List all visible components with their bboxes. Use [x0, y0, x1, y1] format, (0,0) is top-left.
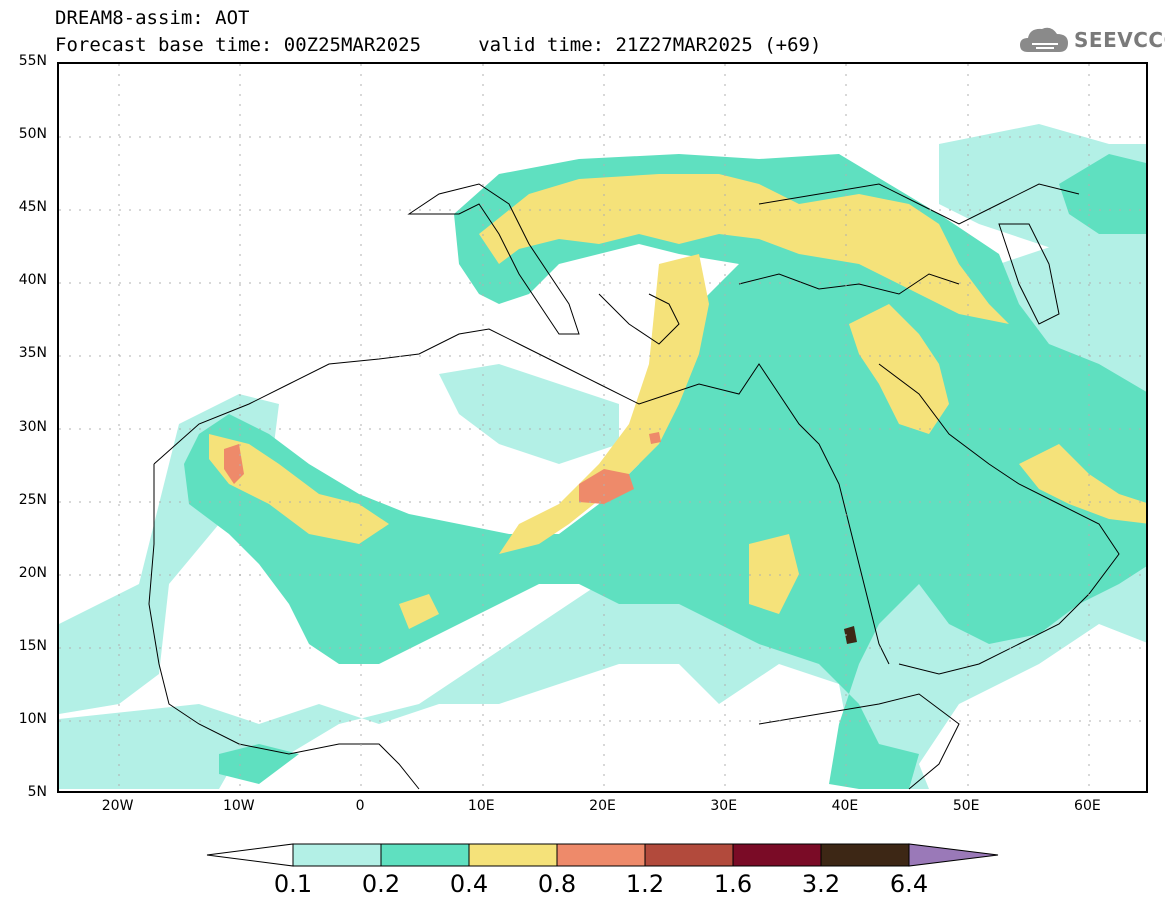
lat-label: 15N [18, 637, 47, 654]
lat-label: 40N [18, 272, 47, 289]
cloud-icon [1020, 27, 1068, 52]
colorbar-label: 0.8 [537, 870, 577, 898]
colorbar-segment [380, 843, 470, 867]
lat-label: 55N [18, 53, 47, 69]
lon-label: 20E [589, 798, 616, 814]
lon-label: 20W [101, 798, 134, 814]
lon-label: 10W [222, 798, 255, 814]
lon-label: 50E [952, 798, 980, 814]
graticule [59, 64, 1146, 791]
lon-label: 0 [355, 798, 365, 814]
lat-label: 50N [18, 126, 47, 143]
colorbar-label: 3.2 [801, 870, 841, 898]
colorbar-label: 1.2 [625, 870, 665, 898]
colorbar-segment [292, 843, 382, 867]
lon-label: 40E [831, 798, 859, 814]
title-line-1: DREAM8-assim: AOT [55, 7, 250, 29]
lat-label: 35N [18, 345, 47, 362]
colorbar-over-arrow [908, 843, 999, 867]
colorbar-label: 0.1 [273, 870, 313, 898]
lat-label: 30N [18, 418, 47, 435]
lon-label: 30E [710, 798, 738, 814]
logo-text: SEEVCCC [1074, 28, 1165, 52]
colorbar-segment [732, 843, 822, 867]
colorbar-segment [644, 843, 734, 867]
colorbar-segment [468, 843, 558, 867]
lat-label: 20N [18, 564, 47, 581]
coastlines [148, 183, 1120, 790]
aot-map [57, 62, 1148, 793]
seevccc-logo: SEEVCCC [1018, 22, 1165, 58]
lat-label: 10N [18, 710, 47, 727]
lon-label: 60E [1074, 798, 1101, 814]
aot-map-canvas [59, 64, 1146, 791]
aot-band-0.2 [184, 154, 1146, 789]
lat-label: 25N [18, 491, 47, 508]
lon-label: 10E [467, 798, 495, 814]
colorbar-label: 6.4 [889, 870, 929, 898]
colorbar-segment [556, 843, 646, 867]
colorbar-label: 0.2 [361, 870, 401, 898]
aot-band-0.8 [224, 432, 661, 504]
lat-label: 5N [27, 784, 47, 800]
lat-label: 45N [18, 199, 47, 216]
title-line-2: Forecast base time: 00Z25MAR2025 valid t… [55, 34, 822, 56]
colorbar [206, 843, 999, 867]
aot-band-0.4 [209, 174, 1146, 629]
colorbar-under-arrow [206, 843, 294, 867]
colorbar-segment [820, 843, 910, 867]
aot-band-3.2 [844, 626, 857, 644]
colorbar-label: 0.4 [449, 870, 489, 898]
colorbar-label: 1.6 [713, 870, 753, 898]
